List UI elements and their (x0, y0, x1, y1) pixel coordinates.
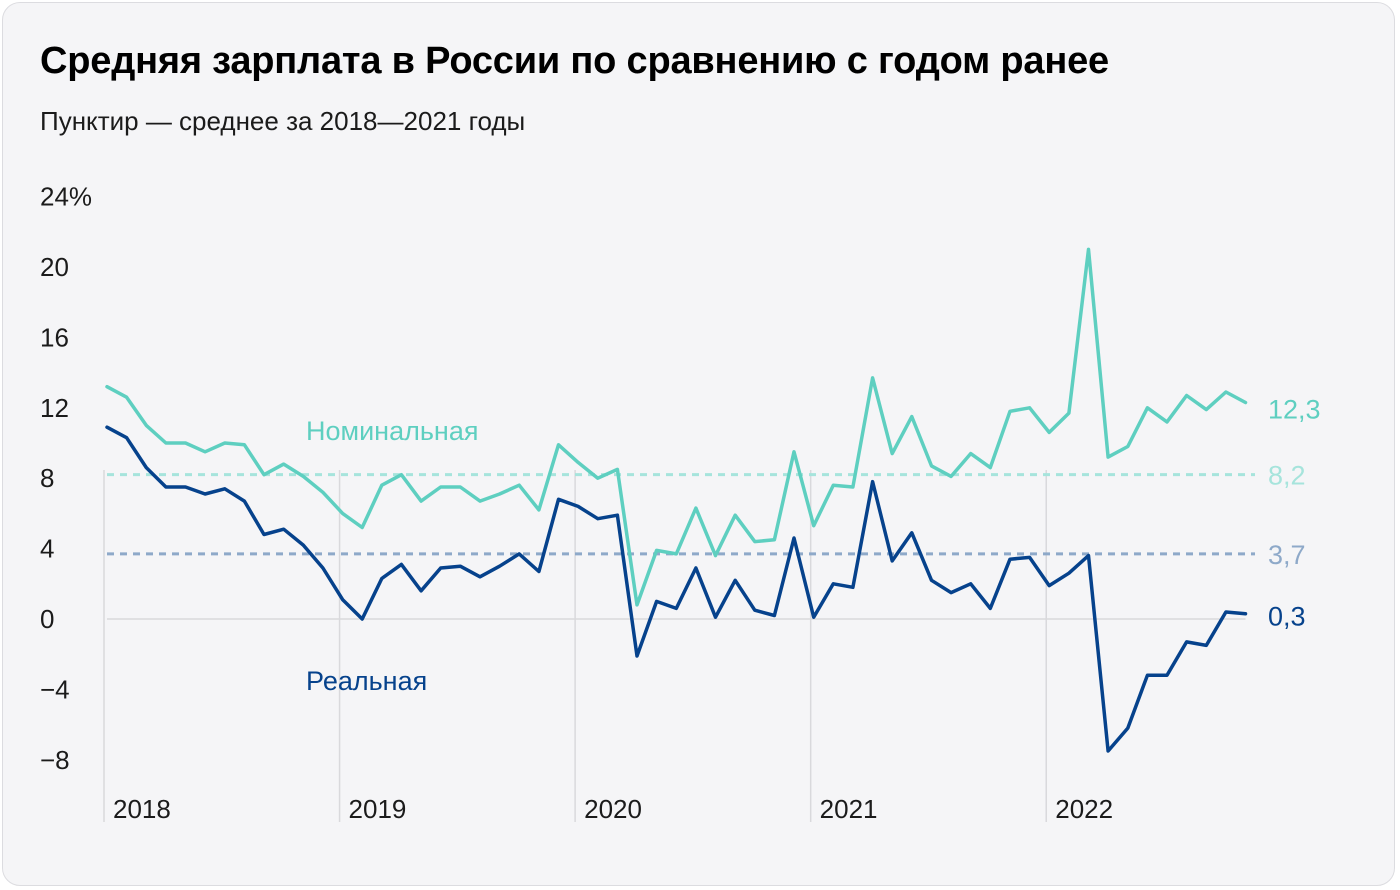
y-tick-label: 12 (40, 393, 69, 423)
y-tick-label: 8 (40, 463, 54, 493)
y-tick-label: −4 (40, 674, 70, 704)
x-tick-label: 2022 (1055, 794, 1113, 824)
nominal-end-value: 12,3 (1268, 395, 1321, 425)
x-tick-label: 2020 (584, 794, 642, 824)
nominal-average-label: 8,2 (1268, 461, 1306, 491)
real-series-line (105, 425, 1248, 753)
x-tick-label: 2018 (113, 794, 171, 824)
nominal-series-label: Номинальная (306, 416, 478, 446)
x-tick-label: 2021 (820, 794, 878, 824)
real-end-value: 0,3 (1268, 602, 1306, 632)
y-tick-label: 16 (40, 322, 69, 352)
real-series-label: Реальная (306, 666, 427, 696)
real-average-label: 3,7 (1268, 540, 1306, 570)
x-tick-label: 2019 (349, 794, 407, 824)
chart-subtitle: Пунктир — среднее за 2018—2021 годы (40, 106, 526, 136)
nominal-series-line (105, 247, 1248, 607)
y-tick-label: 24% (40, 182, 92, 212)
y-tick-label: 20 (40, 252, 69, 282)
y-tick-label: 4 (40, 534, 54, 564)
y-tick-label: −8 (40, 745, 70, 775)
y-tick-label: 0 (40, 604, 54, 634)
chart-title: Средняя зарплата в России по сравнению с… (40, 40, 1109, 82)
